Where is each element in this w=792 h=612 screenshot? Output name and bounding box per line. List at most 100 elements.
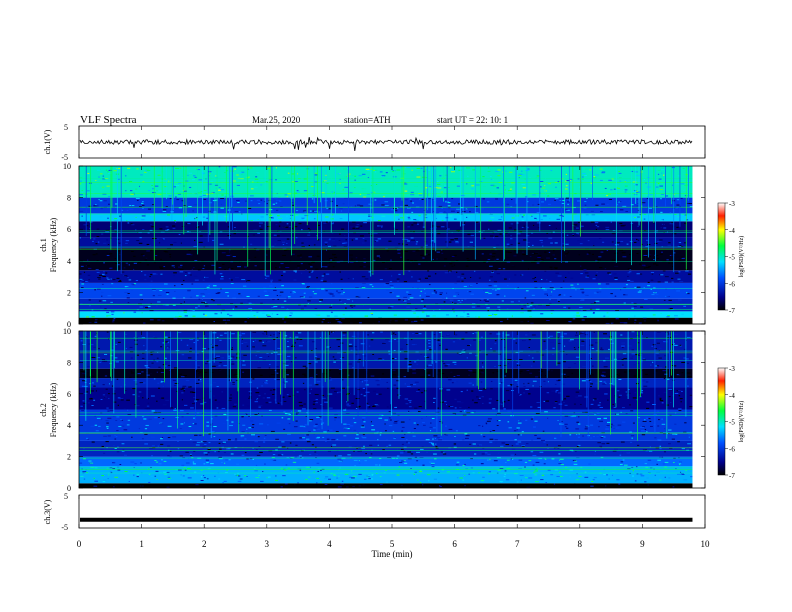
spectrogram-cell: [435, 217, 438, 219]
spectrogram-cell: [397, 280, 399, 282]
spectrogram-cell: [256, 316, 258, 318]
spectrogram-cell: [342, 203, 345, 205]
spectrogram-cell: [529, 305, 533, 307]
spectrogram-cell: [496, 273, 501, 275]
frequency-tick-label: 8: [67, 194, 71, 203]
spectrogram-cell: [254, 265, 257, 267]
spectrogram-cell: [102, 452, 106, 454]
spectrogram-cell: [516, 481, 519, 483]
spectrogram-cell: [247, 280, 251, 282]
spectrogram-cell: [507, 385, 511, 387]
spectrogram-cell: [595, 224, 598, 226]
spectrogram-cell: [647, 472, 651, 474]
spectrogram-cell: [105, 420, 109, 422]
spectrogram-cell: [183, 205, 187, 207]
spectrogram-cell: [432, 315, 436, 317]
spectrogram-cell: [96, 228, 100, 230]
spectrogram-cell: [478, 339, 481, 341]
spectrogram-cell: [518, 370, 523, 372]
spectrogram-cell: [525, 169, 530, 171]
spectrogram-cell: [90, 466, 95, 468]
spectrogram-cell: [113, 461, 115, 463]
spectrogram-cell: [593, 331, 595, 333]
spectrogram-cell: [544, 270, 547, 272]
spectrogram-cell: [421, 230, 424, 232]
spectrogram-cell: [666, 404, 669, 406]
spectrogram-cell: [101, 445, 104, 447]
spectrogram-cell: [527, 332, 529, 334]
spectrogram-cell: [620, 225, 625, 227]
spectrogram-cell: [657, 318, 659, 320]
spectrogram-cell: [106, 185, 110, 187]
spectrogram-cell: [564, 466, 568, 468]
spectrogram-cell: [440, 401, 444, 403]
spectrogram-cell: [106, 443, 111, 445]
spectrogram-cell: [114, 447, 117, 449]
spectrogram-cell: [368, 214, 372, 216]
spectrogram-cell: [636, 399, 638, 401]
spectrogram-cell: [298, 223, 302, 225]
spectrogram-cell: [79, 273, 82, 275]
spectrogram-cell: [192, 179, 195, 181]
spectrogram-cell: [660, 312, 662, 314]
spectrogram-cell: [382, 358, 385, 360]
spectrogram-cell: [260, 480, 264, 482]
spectrogram-cell: [533, 224, 535, 226]
spectrogram-cell: [355, 437, 359, 439]
spectrogram-cell: [584, 168, 589, 170]
spectrogram-cell: [289, 217, 292, 219]
spectrogram-cell: [497, 469, 502, 471]
spectrogram-cell: [508, 427, 512, 429]
spectrogram-cell: [109, 255, 114, 257]
spectrogram-cell: [101, 283, 104, 285]
spectrogram-cell: [673, 365, 677, 367]
spectrogram-cell: [193, 471, 197, 473]
spectrogram-cell: [418, 406, 422, 408]
spectrogram-cell: [240, 486, 244, 488]
spectrogram-cell: [211, 192, 214, 194]
spectrogram-cell: [87, 274, 91, 276]
spectrogram-cell: [282, 318, 285, 320]
spectrogram-cell: [344, 197, 348, 199]
spectrogram-cell: [650, 464, 652, 466]
spectrogram-cell: [167, 214, 171, 216]
spectrogram-cell: [637, 209, 640, 211]
spectrogram-cell: [294, 336, 299, 338]
spectrogram-cell: [529, 256, 532, 258]
spectrogram-cell: [548, 224, 551, 226]
spectrogram-cell: [596, 272, 599, 274]
spectrogram-cell: [534, 252, 538, 254]
spectrogram-cell: [287, 433, 291, 435]
spectrogram-cell: [207, 293, 211, 295]
spectrogram-cell: [496, 187, 500, 189]
spectrogram-cell: [631, 307, 634, 309]
spectrogram-cell: [492, 418, 497, 420]
spectrogram-cell: [579, 243, 583, 245]
spectrogram-cell: [573, 315, 576, 317]
spectrogram-cell: [202, 475, 205, 477]
spectrogram-cell: [494, 365, 497, 367]
spectrogram-cell: [669, 307, 673, 309]
spectrogram-cell: [330, 259, 333, 261]
spectrogram-cell: [485, 300, 490, 302]
spectrogram-cell: [410, 468, 412, 470]
spectrogram-cell: [671, 320, 675, 322]
spectrogram-cell: [411, 169, 413, 171]
spectrogram-cell: [520, 479, 522, 481]
spectrogram-cell: [591, 480, 594, 482]
spectrogram-cell: [412, 435, 416, 437]
spectrogram-cell: [141, 352, 145, 354]
spectrogram-cell: [432, 246, 436, 248]
spectrogram-cell: [481, 372, 485, 374]
spectrogram-cell: [202, 446, 206, 448]
spectrogram-cell: [277, 347, 281, 349]
spectrogram-cell: [379, 279, 383, 281]
spectrogram-cell: [320, 340, 322, 342]
spectrogram-cell: [311, 376, 314, 378]
spectrogram-cell: [415, 254, 417, 256]
spectrogram-cell: [455, 430, 458, 432]
spectrogram-cell: [98, 300, 102, 302]
spectrogram-cell: [257, 295, 260, 297]
spectrogram-cell: [374, 359, 378, 361]
spectrogram-cell: [410, 453, 414, 455]
